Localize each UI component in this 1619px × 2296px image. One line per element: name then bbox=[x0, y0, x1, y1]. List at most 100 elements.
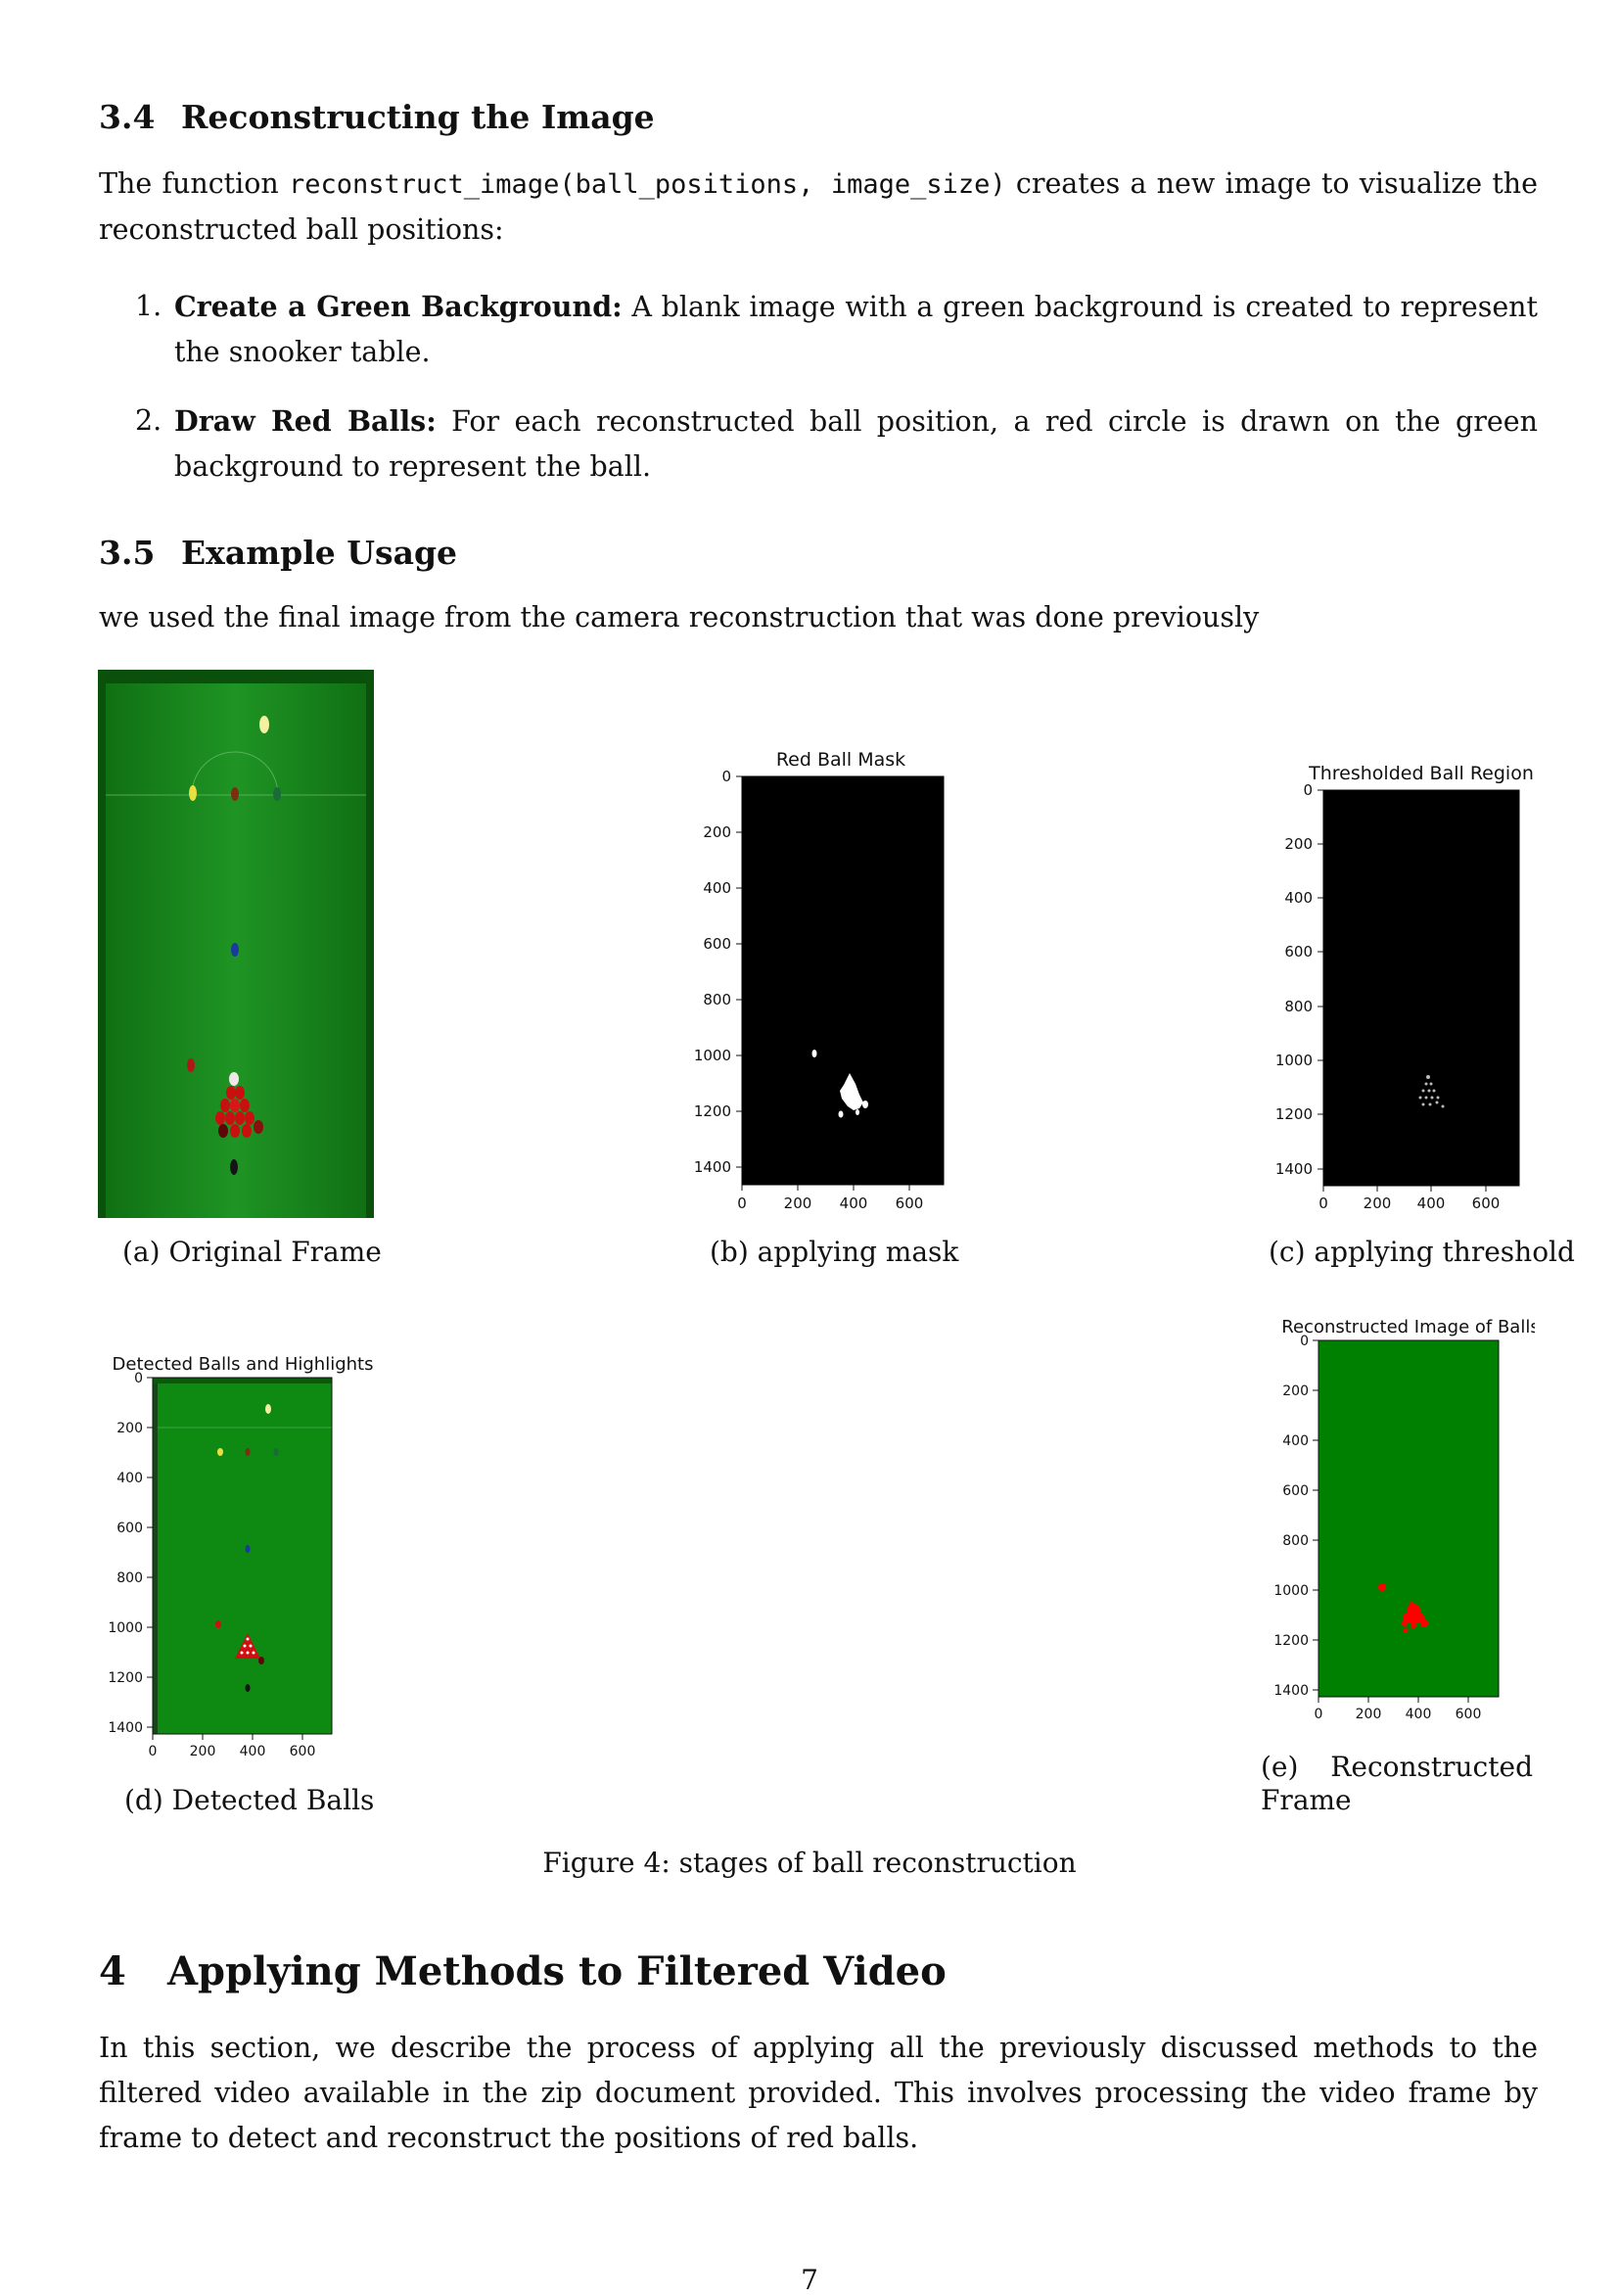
y-tick-label: 600 bbox=[1282, 1483, 1309, 1499]
table-cushion-top bbox=[98, 670, 374, 683]
x-tick-label: 600 bbox=[896, 1195, 924, 1212]
y-tick-label: 1400 bbox=[110, 1720, 143, 1736]
plot-title: Reconstructed Image of Balls bbox=[1281, 1317, 1535, 1337]
y-tick-label: 800 bbox=[1284, 998, 1313, 1015]
plot-title: Red Ball Mask bbox=[776, 749, 905, 771]
plot-title: Detected Balls and Highlights bbox=[113, 1354, 374, 1375]
y-tick-label: 400 bbox=[703, 879, 731, 897]
y-tick-label: 200 bbox=[116, 1421, 143, 1436]
y-axis: 0 200 400 600 800 1000 1200 1400 bbox=[110, 1371, 153, 1736]
red-ball-pack bbox=[215, 1072, 263, 1138]
mask-blobs bbox=[811, 1050, 868, 1118]
brown-ball bbox=[231, 787, 239, 801]
y-axis: 0 200 400 600 800 1000 1200 1400 bbox=[694, 768, 742, 1176]
y-tick-label: 800 bbox=[703, 991, 731, 1008]
yellow-ball bbox=[189, 785, 197, 801]
y-tick-label: 400 bbox=[116, 1471, 143, 1486]
caption-e-label: (e) bbox=[1261, 1751, 1299, 1783]
caption-a: (a) Original Frame bbox=[122, 1236, 382, 1268]
caption-c: (c) applying threshold bbox=[1269, 1236, 1575, 1268]
plot-title: Thresholded Ball Region bbox=[1308, 763, 1533, 784]
x-tick-label: 0 bbox=[149, 1744, 158, 1759]
y-tick-label: 1000 bbox=[110, 1620, 143, 1636]
y-tick-label: 600 bbox=[703, 935, 731, 953]
section-number: 3.5 bbox=[99, 534, 156, 572]
y-tick-label: 1400 bbox=[1273, 1683, 1309, 1699]
y-tick-label: 1200 bbox=[1275, 1105, 1313, 1123]
caption-e-line2: Frame bbox=[1261, 1784, 1352, 1816]
mask-plot: Red Ball Mask 0 200 400 600 800 1000 120… bbox=[694, 749, 945, 1212]
intro-pre: The function bbox=[99, 167, 289, 200]
section-heading-3-4: 3.4 Reconstructing the Image bbox=[99, 98, 655, 136]
green-ball bbox=[273, 787, 281, 801]
caption-b: (b) applying mask bbox=[710, 1236, 959, 1268]
y-tick-label: 400 bbox=[1284, 889, 1313, 907]
y-tick-label: 200 bbox=[1282, 1383, 1309, 1399]
y-tick-label: 0 bbox=[1303, 781, 1313, 799]
section-heading-3-5: 3.5 Example Usage bbox=[99, 534, 457, 572]
plot-area bbox=[1322, 789, 1520, 1187]
caption-e-word: Reconstructed bbox=[1330, 1751, 1533, 1783]
y-tick-label: 600 bbox=[116, 1521, 143, 1536]
list-item-text: A blank image with a green background is… bbox=[174, 291, 1538, 368]
y-tick-label: 0 bbox=[721, 768, 731, 785]
x-tick-label: 400 bbox=[240, 1744, 266, 1759]
x-axis: 0 200 400 600 bbox=[1315, 1697, 1482, 1722]
list-item-bold: Create a Green Background: bbox=[174, 290, 623, 323]
figure-caption: Figure 4: stages of ball reconstruction bbox=[542, 1847, 1077, 1879]
list-number: 2. bbox=[135, 404, 162, 437]
page-number: 7 bbox=[801, 2264, 818, 2296]
x-tick-label: 600 bbox=[1456, 1707, 1482, 1722]
y-tick-label: 800 bbox=[116, 1570, 143, 1586]
x-tick-label: 600 bbox=[290, 1744, 316, 1759]
caption-e: (e) Reconstructed Frame bbox=[1261, 1751, 1533, 1817]
list-number: 1. bbox=[135, 290, 162, 322]
y-tick-label: 600 bbox=[1284, 943, 1313, 961]
list-item-2: 2. Draw Red Balls: For each reconstructed… bbox=[135, 398, 1538, 490]
x-tick-label: 600 bbox=[1472, 1195, 1501, 1212]
x-tick-label: 0 bbox=[737, 1195, 747, 1212]
y-tick-label: 1200 bbox=[694, 1102, 731, 1120]
caption-d: (d) Detected Balls bbox=[124, 1784, 375, 1816]
x-tick-label: 400 bbox=[1406, 1707, 1432, 1722]
y-tick-label: 1000 bbox=[1275, 1052, 1313, 1069]
y-tick-label: 1200 bbox=[110, 1670, 143, 1686]
x-tick-label: 200 bbox=[1356, 1707, 1382, 1722]
y-axis: 0 200 400 600 800 1000 1200 1400 bbox=[1275, 781, 1323, 1178]
red-ball-loose bbox=[187, 1058, 195, 1072]
x-axis: 0 200 400 600 bbox=[1318, 1186, 1500, 1212]
intro-paragraph: The function reconstruct_image(ball_posi… bbox=[99, 162, 1538, 253]
plot-area bbox=[152, 1377, 333, 1735]
y-tick-label: 1200 bbox=[1273, 1633, 1309, 1649]
baulk-d bbox=[191, 751, 279, 796]
blue-ball bbox=[231, 943, 239, 957]
section-title: Example Usage bbox=[181, 534, 458, 572]
x-tick-label: 200 bbox=[1364, 1195, 1392, 1212]
y-tick-label: 1400 bbox=[694, 1158, 731, 1176]
reconstructed-plot: Reconstructed Image of Balls 0 200 400 6… bbox=[1273, 1317, 1535, 1722]
intro-post: creates a new image to visualize the rec… bbox=[99, 167, 1538, 246]
section-title: Reconstructing the Image bbox=[181, 98, 655, 136]
y-tick-label: 1000 bbox=[1273, 1583, 1309, 1599]
y-tick-label: 200 bbox=[1284, 835, 1313, 853]
section-4-paragraph: In this section, we describe the process… bbox=[99, 2032, 1538, 2154]
x-tick-label: 400 bbox=[1417, 1195, 1446, 1212]
y-tick-label: 1000 bbox=[694, 1047, 731, 1064]
y-tick-label: 0 bbox=[134, 1371, 143, 1386]
plot-area bbox=[1318, 1339, 1500, 1698]
x-tick-label: 400 bbox=[840, 1195, 868, 1212]
section-number: 3.4 bbox=[99, 98, 156, 136]
y-tick-label: 0 bbox=[1300, 1334, 1309, 1349]
original-frame-image bbox=[98, 670, 374, 1218]
reconstructed-red-balls bbox=[1378, 1583, 1428, 1633]
table-cushion-left bbox=[98, 670, 106, 1218]
x-tick-label: 0 bbox=[1318, 1195, 1328, 1212]
x-tick-label: 200 bbox=[784, 1195, 812, 1212]
cue-ball bbox=[259, 716, 269, 733]
section-title: Applying Methods to Filtered Video bbox=[167, 1948, 947, 1994]
x-tick-label: 0 bbox=[1315, 1707, 1323, 1722]
y-tick-label: 800 bbox=[1282, 1533, 1309, 1549]
x-axis: 0 200 400 600 bbox=[149, 1734, 316, 1759]
x-axis: 0 200 400 600 bbox=[737, 1185, 923, 1212]
plot-area bbox=[741, 775, 945, 1186]
